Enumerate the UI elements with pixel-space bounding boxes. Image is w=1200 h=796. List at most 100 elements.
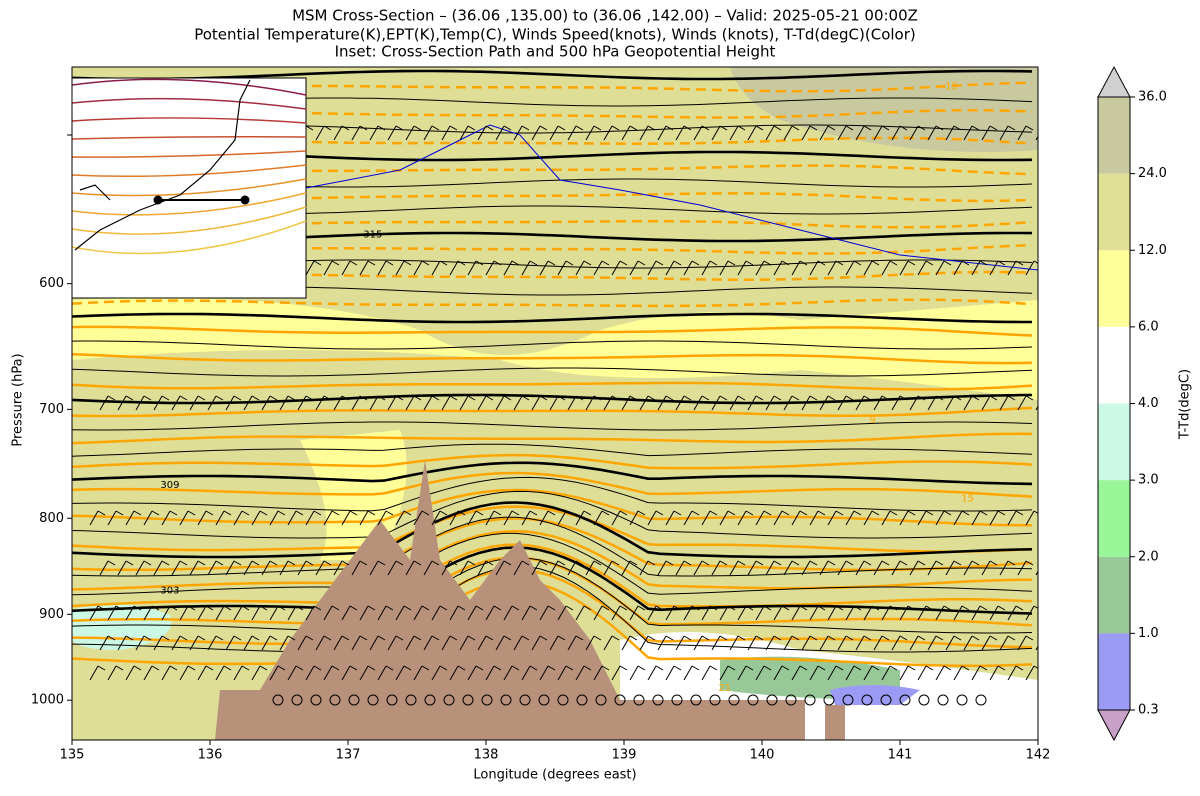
wind-barb-flag [133, 605, 142, 611]
wind-barb [179, 510, 189, 526]
wind-barb [387, 125, 397, 141]
colorbar-tick-label: 3.0 [1138, 473, 1159, 488]
wind-barb-flag [295, 605, 304, 611]
wind-barb [909, 395, 919, 411]
wind-barb [683, 665, 693, 681]
wind-barb-flag [647, 560, 656, 566]
wind-barb-flag [799, 510, 808, 516]
wind-barb-flag [583, 605, 592, 611]
wind-barb [269, 510, 279, 526]
wind-barb-flag [791, 125, 800, 131]
wind-barb-flag [295, 510, 304, 516]
wind-barb-flag [161, 635, 170, 641]
wind-barb [261, 395, 271, 411]
theta-contour [72, 490, 1033, 539]
wind-barb-flag [979, 260, 988, 266]
wind-barb [891, 560, 901, 576]
wind-barb-flag [691, 665, 700, 671]
wind-barb [657, 560, 667, 576]
wind-barb-flag [521, 395, 530, 401]
wind-barb [161, 665, 171, 681]
inset-title: Inset: Cross-Section Path and 500 hPa Ge… [335, 43, 776, 61]
wind-barb-flag [151, 605, 160, 611]
wind-barb [783, 635, 793, 651]
wind-barb-flag [701, 560, 710, 566]
wind-barb [863, 665, 873, 681]
wind-barb-flag [673, 605, 682, 611]
wind-barb-flag [997, 605, 1006, 611]
contour-label: 309 [160, 480, 179, 491]
temperature-contour [72, 471, 1033, 498]
wind-barb-flag [485, 395, 494, 401]
wind-barb [107, 665, 117, 681]
inset-point [240, 195, 250, 205]
calm-wind [367, 694, 379, 706]
wind-barb [855, 635, 865, 651]
calm-wind [709, 694, 721, 706]
wind-barb-flag [727, 605, 736, 611]
wind-barb-flag [899, 395, 908, 401]
calm-wind [329, 694, 341, 706]
wind-barb [315, 125, 325, 141]
wind-barb-flag [413, 635, 422, 641]
colorbar-segment [1098, 326, 1130, 404]
wind-barb [377, 605, 387, 621]
wind-barb-flag [601, 605, 610, 611]
wind-barb-flag [529, 260, 538, 266]
contour-label: 21 [718, 683, 731, 694]
wind-barb [701, 510, 711, 526]
wind-barb [315, 395, 325, 411]
wind-barb [783, 560, 793, 576]
wind-barb [827, 510, 837, 526]
wind-barb-flag [133, 510, 142, 516]
wind-barb-flag [745, 260, 754, 266]
wind-barb-flag [953, 560, 962, 566]
shade-gray [730, 67, 1038, 152]
wind-barb-flag [971, 125, 980, 131]
calm-wind [804, 694, 816, 706]
wind-barb [899, 665, 909, 681]
wind-barb-flag [557, 560, 566, 566]
colorbar-segment [1098, 173, 1130, 251]
wind-barb-flag [763, 260, 772, 266]
wind-barb [477, 125, 487, 141]
calm-wind [481, 694, 493, 706]
wind-barb [639, 395, 649, 411]
wind-barb-flag [871, 605, 880, 611]
wind-barb-flag [547, 665, 556, 671]
wind-barb [755, 510, 765, 526]
wind-barb [837, 125, 847, 141]
wind-barb-flag [791, 560, 800, 566]
wind-barb [449, 510, 459, 526]
wind-barb-flag [395, 560, 404, 566]
wind-barb [143, 605, 153, 621]
wind-barb [503, 665, 513, 681]
wind-barb [683, 605, 693, 621]
wind-barb [719, 605, 729, 621]
theta-contour [72, 393, 1033, 405]
temperature-contour [72, 352, 1033, 365]
wind-barb-flag [395, 635, 404, 641]
wind-barb-flag [359, 125, 368, 131]
wind-barb [503, 510, 513, 526]
wind-barb-flag [367, 510, 376, 516]
wind-barb [251, 510, 261, 526]
wind-barb-flag [125, 635, 134, 641]
calm-wind [728, 694, 740, 706]
colorbar-label: T-Td(degC) [1178, 369, 1193, 440]
wind-barb [647, 665, 657, 681]
wind-barb-flag [403, 605, 412, 611]
wind-barb [225, 635, 235, 651]
wind-barb [423, 560, 433, 576]
wind-barb [891, 125, 901, 141]
wind-barb-flag [629, 560, 638, 566]
wind-barb [737, 260, 747, 276]
wind-barb-flag [719, 635, 728, 641]
wind-barb [603, 560, 613, 576]
wind-barb [765, 560, 775, 576]
calm-wind [424, 694, 436, 706]
wind-barb-flag [295, 665, 304, 671]
calm-wind [576, 694, 588, 706]
wind-barb [1035, 405, 1038, 411]
wind-barb [305, 665, 315, 681]
